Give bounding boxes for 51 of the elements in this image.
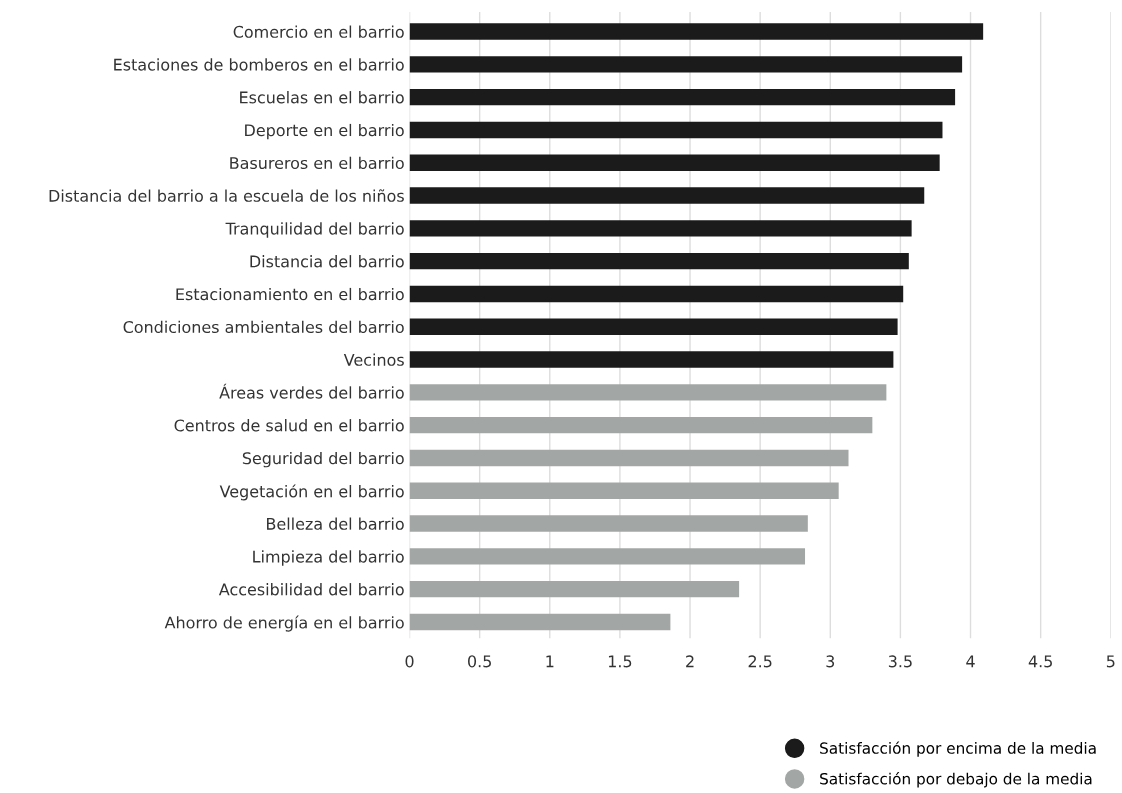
y-tick-label: Distancia del barrio a la escuela de los niños [49, 189, 404, 202]
bar [409, 56, 963, 73]
bar [409, 121, 943, 139]
bar [409, 613, 671, 631]
y-tick-label: Áreas verdes del barrio [219, 383, 404, 399]
bar [409, 515, 808, 532]
y-tick-label: Escuelas en el barrio [240, 91, 404, 104]
x-tick-label: 1.5 [608, 655, 632, 668]
y-tick-label: Seguridad del barrio [242, 451, 404, 468]
bar [409, 384, 887, 401]
legend-label: Satisfacción por encima de la media [820, 741, 1096, 757]
y-tick-label: Comercio en el barrio [233, 25, 404, 38]
y-tick-label: Distancia del barrio [250, 255, 404, 268]
y-tick-label: Vecinos [343, 353, 404, 366]
bar [409, 220, 912, 237]
bar [409, 449, 849, 467]
bar [409, 318, 898, 335]
legend-label: Satisfacción por debajo de la media [820, 772, 1092, 788]
y-tick-label: Ahorro de energía en el barrio [164, 615, 404, 632]
bar [409, 23, 984, 40]
x-tick-label: 4 [966, 655, 975, 668]
y-tick-label: Estacionamiento en el barrio [176, 287, 404, 301]
y-tick-label: Tranquilidad del barrio [225, 222, 404, 238]
x-tick-label: 3 [826, 655, 835, 668]
y-tick-label: Condiciones ambientales del barrio [123, 320, 404, 334]
y-tick-label: Limpieza del barrio [253, 550, 404, 566]
x-tick-label: 1 [546, 655, 554, 668]
x-tick-label: 0.5 [468, 655, 491, 668]
bar [409, 252, 909, 270]
bar [409, 416, 873, 434]
x-tick-label: 2 [686, 655, 694, 668]
x-tick-label: 2.5 [748, 655, 772, 668]
bar [409, 548, 806, 565]
y-tick-label: Accesibilidad del barrio [218, 583, 404, 596]
bar [409, 154, 940, 171]
x-tick-label: 4.5 [1028, 655, 1052, 668]
bar [409, 482, 839, 499]
y-tick-label: Vegetación en el barrio [219, 484, 404, 501]
bar [409, 88, 956, 106]
y-tick-label: Estaciones de bomberos en el barrio [114, 58, 404, 71]
bar [409, 351, 894, 368]
x-tick-label: 5 [1106, 655, 1115, 668]
bar [409, 285, 904, 303]
y-tick-label: Deporte en el barrio [245, 123, 404, 140]
x-tick-label: 3.5 [888, 655, 912, 668]
y-tick-label: Centros de salud en el barrio [174, 419, 404, 432]
bar [409, 580, 740, 598]
bar [409, 187, 925, 204]
y-tick-label: Basureros en el barrio [230, 156, 404, 170]
x-tick-label: 0 [405, 655, 414, 668]
y-tick-label: Belleza del barrio [267, 517, 404, 530]
